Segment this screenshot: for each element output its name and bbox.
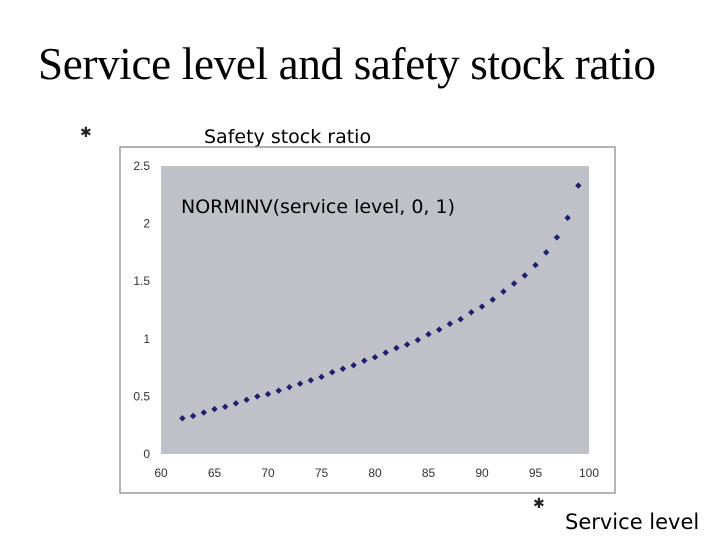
data-point [296, 380, 304, 387]
y-axis-glyph-icon: ✱ [80, 125, 92, 141]
x-tick-label: 60 [154, 466, 168, 480]
y-tick-label: 0.5 [133, 389, 150, 403]
plot-area [161, 166, 589, 454]
x-tick-label: 100 [579, 466, 599, 480]
x-tick-label: 80 [368, 466, 382, 480]
x-tick-label: 95 [529, 466, 543, 480]
data-point [521, 272, 528, 279]
data-point [371, 354, 379, 361]
data-point [393, 344, 400, 352]
x-tick-label: 75 [315, 466, 329, 480]
data-point [318, 373, 325, 381]
data-points [179, 182, 582, 422]
data-point [436, 326, 443, 333]
data-point [232, 400, 240, 407]
x-tick-label: 85 [422, 466, 436, 480]
data-point [457, 316, 464, 323]
data-point [510, 280, 518, 287]
y-tick-label: 0 [143, 447, 150, 461]
data-point [200, 409, 207, 416]
data-point [575, 182, 582, 189]
data-point [275, 387, 282, 394]
x-axis-ticks: 60 65 70 75 80 85 90 95 100 [154, 466, 599, 480]
formula-annotation: NORMINV(service level, 0, 1) [181, 196, 455, 218]
data-point [532, 261, 539, 269]
y-tick-label: 1.5 [133, 274, 150, 288]
data-point [361, 357, 368, 364]
data-point [478, 303, 486, 310]
data-point [286, 383, 293, 391]
data-point [243, 396, 250, 404]
data-point [489, 296, 496, 303]
data-point [425, 330, 432, 338]
x-axis-caption: Service level [565, 510, 700, 534]
data-point [189, 412, 197, 420]
x-tick-label: 70 [261, 466, 275, 480]
slide-title: Service level and safety stock ratio [38, 39, 656, 89]
data-point [264, 390, 272, 398]
data-point [500, 288, 507, 295]
y-axis-caption: Safety stock ratio [204, 126, 372, 148]
data-point [414, 336, 421, 344]
x-tick-label: 90 [475, 466, 489, 480]
data-point [543, 249, 550, 256]
data-point [179, 415, 186, 422]
y-tick-label: 2.5 [133, 159, 150, 173]
data-point [553, 234, 561, 241]
data-point [307, 377, 314, 384]
data-point [254, 393, 261, 400]
y-axis-ticks: 0 0.5 1 1.5 2 2.5 [133, 159, 150, 461]
data-point [211, 405, 218, 413]
data-point [468, 309, 475, 316]
data-point [403, 341, 411, 348]
data-point [564, 214, 571, 222]
data-point [446, 320, 454, 328]
y-tick-label: 1 [143, 332, 150, 346]
data-point [222, 403, 229, 410]
data-point [339, 365, 347, 372]
x-axis-glyph-icon: ✱ [533, 496, 545, 512]
data-point [350, 362, 357, 369]
y-tick-label: 2 [143, 217, 150, 231]
data-point [329, 369, 336, 376]
data-point [382, 349, 389, 356]
x-tick-label: 65 [208, 466, 222, 480]
